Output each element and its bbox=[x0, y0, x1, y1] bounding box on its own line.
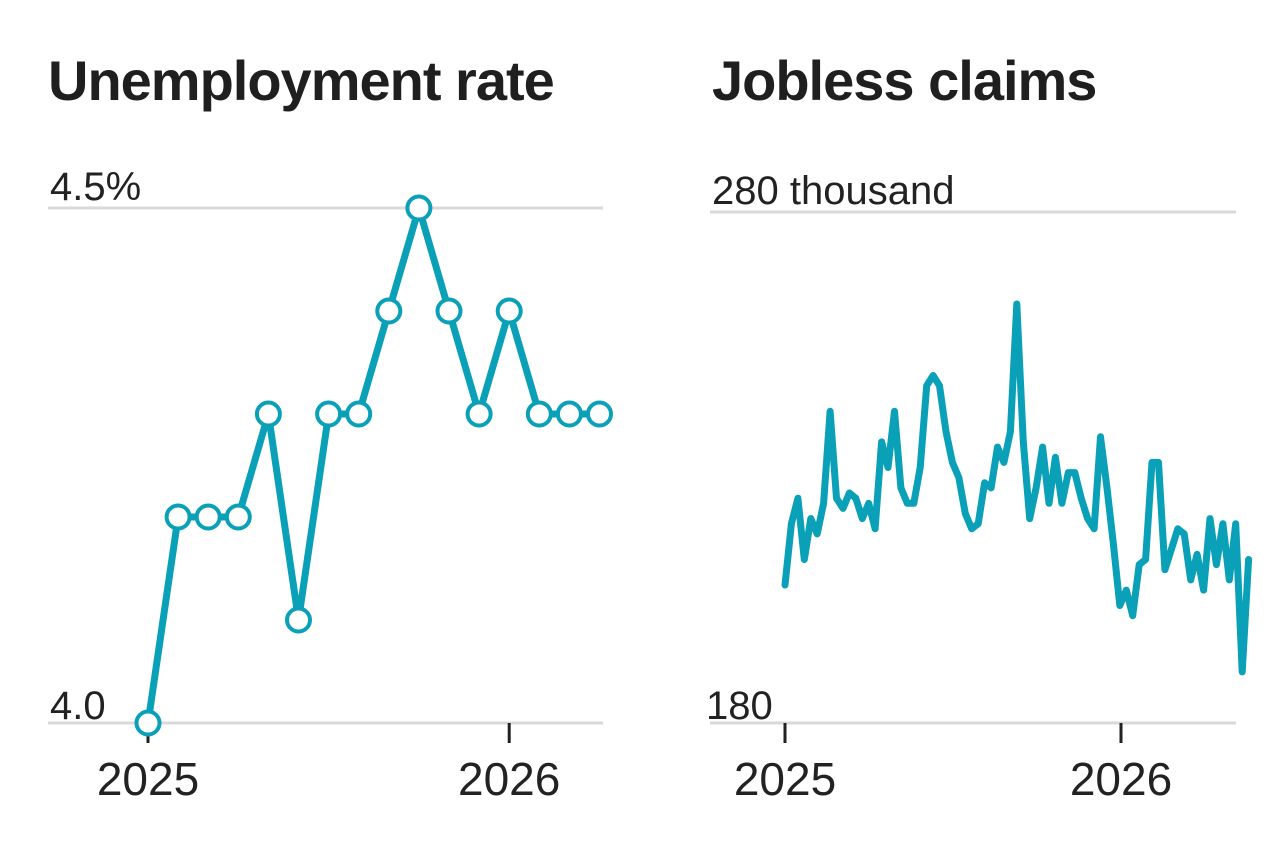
x-tick-label-2026: 2026 bbox=[458, 753, 560, 805]
data-point-2025-06 bbox=[285, 606, 312, 634]
series-line bbox=[781, 300, 1253, 676]
unemployment-chart-title: Unemployment rate bbox=[48, 49, 555, 112]
unemployment-rate-panel: Unemployment rate 4.5% 4.0 2025 2026 bbox=[48, 49, 613, 805]
data-point-2025-05 bbox=[254, 400, 282, 428]
jobless-claims-chart-title: Jobless claims bbox=[712, 49, 1097, 112]
unemployment-rate-chart: 4.5% 4.0 2025 2026 bbox=[48, 165, 613, 805]
jobless-claims-panel: Jobless claims 280 thousand 180 2025 2026 bbox=[640, 0, 1280, 855]
data-point-2026-02 bbox=[525, 400, 553, 428]
y-tick-label-bottom: 4.0 bbox=[50, 684, 106, 728]
jobless-claims-chart: 280 thousand 180 2025 2026 bbox=[706, 169, 1253, 805]
data-point-2025-12 bbox=[465, 400, 493, 428]
y-tick-label-top: 4.5% bbox=[50, 165, 141, 209]
x-tick-label-2025: 2025 bbox=[734, 753, 836, 805]
data-point-2025-08 bbox=[345, 400, 373, 428]
data-point-2025-01 bbox=[134, 709, 162, 737]
y-tick-label-top: 280 thousand bbox=[712, 169, 954, 213]
x-tick-label-2026: 2026 bbox=[1070, 753, 1172, 805]
data-point-2025-10 bbox=[405, 194, 433, 222]
data-point-2025-04 bbox=[224, 503, 252, 531]
series-line bbox=[144, 204, 603, 727]
data-point-2026-01 bbox=[495, 297, 523, 325]
data-point-2025-03 bbox=[194, 503, 222, 531]
data-point-2025-02 bbox=[164, 503, 192, 531]
data-point-2025-09 bbox=[375, 297, 403, 325]
data-point-2025-07 bbox=[315, 400, 343, 428]
data-point-2026-04 bbox=[586, 400, 613, 428]
y-tick-label-bottom: 180 bbox=[706, 684, 773, 728]
data-point-2025-11 bbox=[435, 297, 463, 325]
x-tick-label-2025: 2025 bbox=[97, 753, 199, 805]
data-point-2026-03 bbox=[555, 400, 583, 428]
